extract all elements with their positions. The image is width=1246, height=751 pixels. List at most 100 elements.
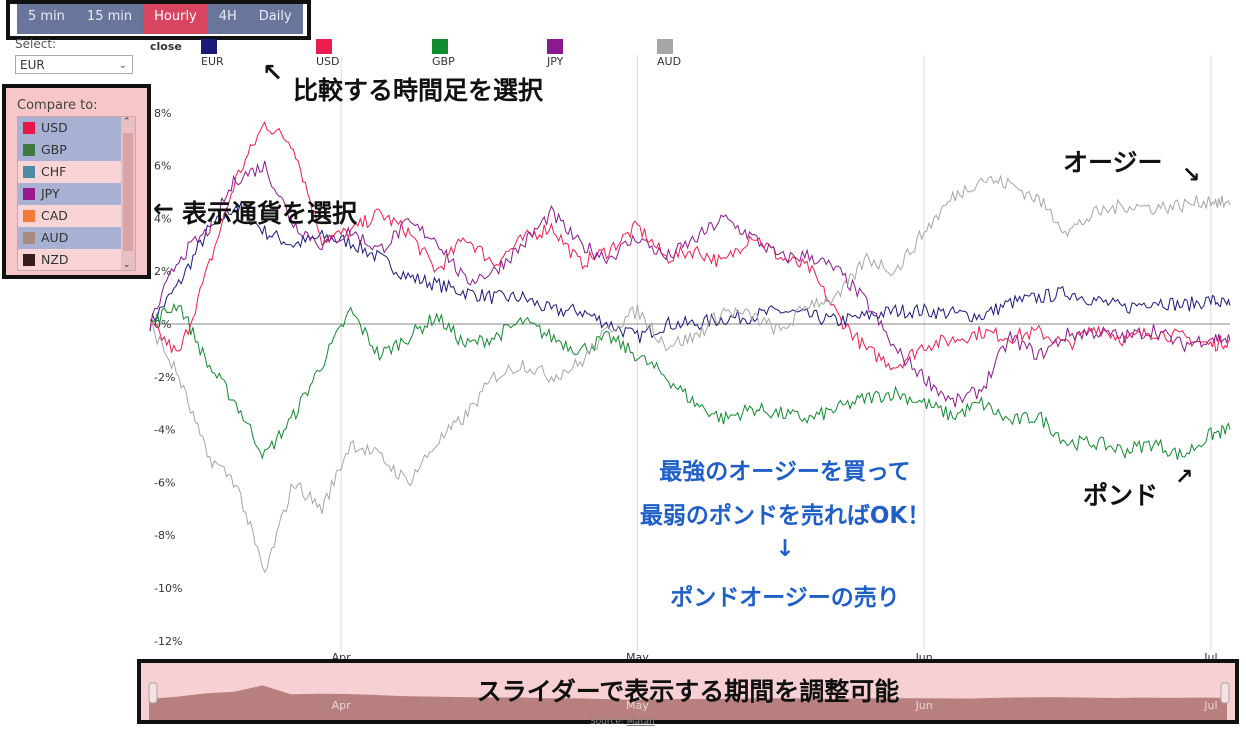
timeframe-button-15-min[interactable]: 15 min [86,9,133,24]
range-slider[interactable]: Apr May Jun Jul スライダーで表示する期間を調整可能 [137,659,1239,724]
strategy-line-1: 最強のオージーを買って [659,459,911,485]
compare-item-label: NZD [41,252,69,267]
arrow-up-right-icon: ↗ [1175,465,1194,490]
legend-item-eur[interactable]: EUR [201,38,224,68]
slider-month-label: May [626,699,649,712]
legend-item-gbp[interactable]: GBP [432,38,455,68]
timeframe-note: 比較する時間足を選択 [293,76,544,105]
chevron-down-icon: ⌄ [118,60,127,71]
strategy-line-2: 最弱のポンドを売ればOK！ [639,503,931,529]
y-tick-label: -6% [154,476,175,489]
y-axis-ticks: 8% 6% 4% 2% 0% -2% -4% -6% -8% -10% -12% [154,107,182,648]
y-tick-label: 6% [154,160,171,173]
compare-listbox[interactable]: USD GBP CHF JPY CAD AUD NZD ⌃ ⌄ [17,116,136,271]
slider-area [149,685,1227,720]
source-label: Source: [590,717,624,727]
slider-month-label: Jun [915,699,933,712]
color-swatch [23,188,35,200]
slider-handle-right[interactable] [1220,682,1230,704]
y-tick-label: -2% [154,371,175,384]
timeframe-button-5-min[interactable]: 5 min [28,9,65,24]
aussie-label: オージー [1063,148,1163,177]
y-tick-label: -4% [154,424,175,437]
series-line-aud [149,174,1231,574]
legend-item-jpy[interactable]: JPY [547,38,568,68]
compare-item-label: CAD [41,208,68,223]
chevron-down-icon[interactable]: ⌄ [123,260,131,270]
compare-item-aud[interactable]: AUD [18,227,135,249]
color-swatch [23,166,35,178]
y-tick-label: -8% [154,529,175,542]
compare-panel: Compare to: USD GBP CHF JPY CAD AUD NZD ⌃ ⌄ [2,84,151,279]
timeframe-button-daily[interactable]: Daily [258,9,292,24]
series-line-eur [149,201,1231,344]
select-label: Select: [15,37,57,51]
y-tick-label: 4% [154,212,171,225]
series-line-usd [149,121,1231,371]
pound-label: ポンド [1083,481,1159,510]
color-swatch [23,144,35,156]
color-swatch [23,254,35,266]
arrow-down-icon: ↓ [775,536,795,562]
compare-item-label: AUD [41,230,69,245]
source-link[interactable]: Matafi [626,717,655,727]
slider-month-label: Apr [332,699,352,712]
compare-label: Compare to: [17,98,98,113]
arrow-left-icon: ← [153,194,174,223]
strategy-line-3: ポンドオージーの売り [670,585,900,611]
y-tick-label: -10% [154,582,182,595]
compare-scrollbar[interactable]: ⌃ ⌄ [121,117,135,270]
legend-swatch [657,38,673,54]
compare-item-label: CHF [41,164,67,179]
compare-item-nzd[interactable]: NZD [18,249,135,271]
legend-label: JPY [547,55,564,68]
legend-swatch [432,38,448,54]
legend-head: close [150,40,182,53]
currency-note: 表示通貨を選択 [182,199,358,228]
slider-preview: Apr May Jun Jul [148,682,1230,720]
timeframe-button-4h[interactable]: 4H [218,9,237,24]
series-line-jpy [149,160,1231,408]
arrow-up-left-icon: ↖ [262,58,283,87]
arrow-down-right-icon: ↘ [1182,163,1201,188]
series-line-gbp [149,302,1231,460]
compare-item-gbp[interactable]: GBP [18,139,135,161]
compare-item-cad[interactable]: CAD [18,205,135,227]
slider-handle-left[interactable] [148,682,158,704]
legend-swatch [547,38,563,54]
timeframe-button-hourly[interactable]: Hourly [143,0,208,34]
base-currency-select[interactable]: EUR ⌄ [15,55,133,74]
legend-item-aud[interactable]: AUD [657,38,681,68]
legend-label: EUR [201,55,224,68]
legend-label: GBP [432,55,455,68]
compare-item-label: JPY [41,186,60,201]
scrollbar-thumb[interactable] [123,133,133,251]
source-credit: Source: Matafi [590,717,655,727]
color-swatch [23,122,35,134]
legend-label: AUD [657,55,682,68]
slider-note: スライダーで表示する期間を調整可能 [476,677,900,706]
y-tick-label: 2% [154,265,171,278]
legend-item-usd[interactable]: USD [316,38,340,68]
compare-item-chf[interactable]: CHF [18,161,135,183]
base-currency-value: EUR [20,58,45,72]
timeframe-highlight-box [6,0,311,40]
y-tick-label: -12% [154,635,182,648]
y-tick-label: 0% [154,318,171,331]
chart-series [149,121,1231,574]
color-swatch [23,210,35,222]
timeframe-toolbar: 5 min 15 min Hourly 4H Daily [17,0,303,34]
slider-months: Apr May Jun Jul [332,699,1218,712]
compare-item-usd[interactable]: USD [18,117,135,139]
color-swatch [23,232,35,244]
legend-label: USD [316,55,340,68]
compare-item-label: GBP [41,142,67,157]
legend-swatch [316,38,332,54]
compare-item-label: USD [41,120,68,135]
y-tick-label: 8% [154,107,171,120]
compare-item-jpy[interactable]: JPY [18,183,135,205]
chart-grid [150,55,1230,650]
legend-swatch [201,38,217,54]
chevron-up-icon[interactable]: ⌃ [123,117,131,127]
